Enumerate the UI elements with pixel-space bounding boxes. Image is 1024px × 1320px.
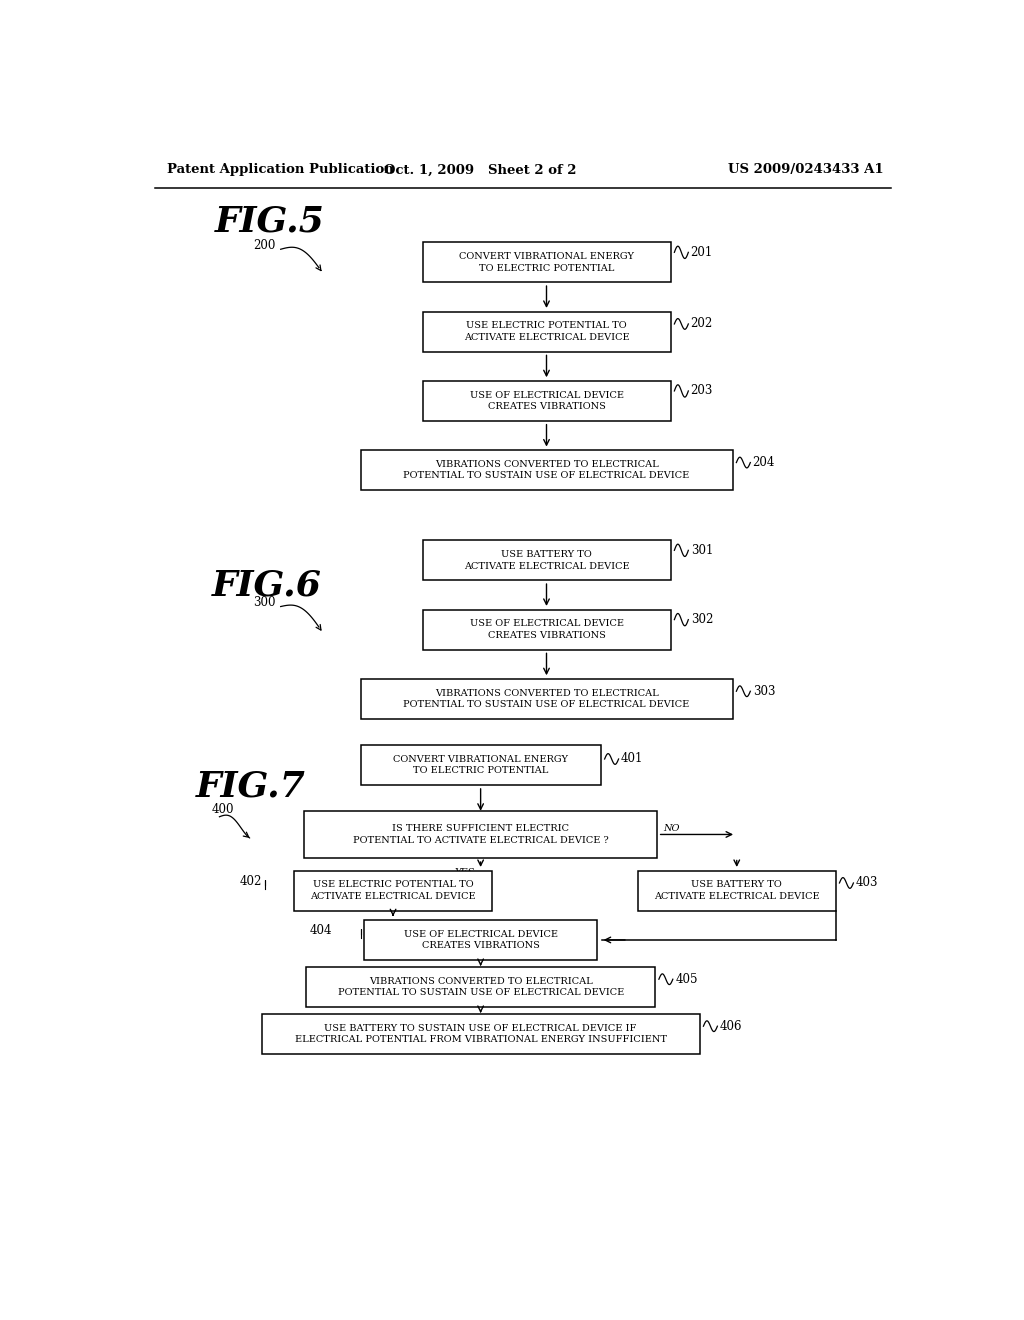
Bar [262,1014,699,1053]
Bar [365,920,597,960]
Text: 204: 204 [753,455,775,469]
Bar [423,312,671,351]
Text: Oct. 1, 2009   Sheet 2 of 2: Oct. 1, 2009 Sheet 2 of 2 [384,164,577,177]
Text: 200: 200 [254,239,275,252]
Text: CONVERT VIBRATIONAL ENERGY
TO ELECTRIC POTENTIAL: CONVERT VIBRATIONAL ENERGY TO ELECTRIC P… [393,755,568,775]
Text: Patent Application Publication: Patent Application Publication [167,164,393,177]
Bar [638,871,836,911]
Text: USE OF ELECTRICAL DEVICE
CREATES VIBRATIONS: USE OF ELECTRICAL DEVICE CREATES VIBRATI… [469,391,624,411]
Bar [423,610,671,649]
Text: USE BATTERY TO SUSTAIN USE OF ELECTRICAL DEVICE IF
ELECTRICAL POTENTIAL FROM VIB: USE BATTERY TO SUSTAIN USE OF ELECTRICAL… [295,1024,667,1044]
Text: USE OF ELECTRICAL DEVICE
CREATES VIBRATIONS: USE OF ELECTRICAL DEVICE CREATES VIBRATI… [469,619,624,640]
Text: 406: 406 [720,1019,742,1032]
Bar [360,678,732,719]
Text: NO: NO [664,824,680,833]
Text: CONVERT VIBRATIONAL ENERGY
TO ELECTRIC POTENTIAL: CONVERT VIBRATIONAL ENERGY TO ELECTRIC P… [459,252,634,272]
Text: USE BATTERY TO
ACTIVATE ELECTRICAL DEVICE: USE BATTERY TO ACTIVATE ELECTRICAL DEVIC… [464,550,630,570]
Text: 404: 404 [309,924,332,937]
Text: 402: 402 [240,875,262,888]
Text: FIG.7: FIG.7 [197,770,306,804]
Text: FIG.6: FIG.6 [212,568,322,602]
Text: 400: 400 [212,803,234,816]
Text: 203: 203 [690,384,713,397]
Text: USE OF ELECTRICAL DEVICE
CREATES VIBRATIONS: USE OF ELECTRICAL DEVICE CREATES VIBRATI… [403,929,558,950]
Text: USE ELECTRIC POTENTIAL TO
ACTIVATE ELECTRICAL DEVICE: USE ELECTRIC POTENTIAL TO ACTIVATE ELECT… [310,880,476,900]
Bar [360,744,601,785]
Text: USE BATTERY TO
ACTIVATE ELECTRICAL DEVICE: USE BATTERY TO ACTIVATE ELECTRICAL DEVIC… [654,880,819,900]
Text: 303: 303 [753,685,775,698]
Text: VIBRATIONS CONVERTED TO ELECTRICAL
POTENTIAL TO SUSTAIN USE OF ELECTRICAL DEVICE: VIBRATIONS CONVERTED TO ELECTRICAL POTEN… [338,977,624,997]
Text: US 2009/0243433 A1: US 2009/0243433 A1 [728,164,884,177]
Text: 202: 202 [690,317,713,330]
Bar [423,381,671,421]
Text: VIBRATIONS CONVERTED TO ELECTRICAL
POTENTIAL TO SUSTAIN USE OF ELECTRICAL DEVICE: VIBRATIONS CONVERTED TO ELECTRICAL POTEN… [403,689,689,709]
Text: FIG.5: FIG.5 [215,205,325,239]
Bar [423,243,671,282]
Bar [360,450,732,490]
Text: 201: 201 [690,246,713,259]
Text: USE ELECTRIC POTENTIAL TO
ACTIVATE ELECTRICAL DEVICE: USE ELECTRIC POTENTIAL TO ACTIVATE ELECT… [464,322,630,342]
Text: 401: 401 [621,752,643,766]
Bar [304,810,657,858]
Text: YES: YES [455,867,475,876]
Text: 403: 403 [856,876,879,890]
Text: 300: 300 [254,597,276,610]
Text: 302: 302 [690,612,713,626]
Bar [294,871,492,911]
Text: VIBRATIONS CONVERTED TO ELECTRICAL
POTENTIAL TO SUSTAIN USE OF ELECTRICAL DEVICE: VIBRATIONS CONVERTED TO ELECTRICAL POTEN… [403,461,689,480]
Text: 301: 301 [690,544,713,557]
Bar [423,540,671,581]
Text: IS THERE SUFFICIENT ELECTRIC
POTENTIAL TO ACTIVATE ELECTRICAL DEVICE ?: IS THERE SUFFICIENT ELECTRIC POTENTIAL T… [352,824,608,845]
Text: 405: 405 [675,973,697,986]
Bar [306,966,655,1007]
